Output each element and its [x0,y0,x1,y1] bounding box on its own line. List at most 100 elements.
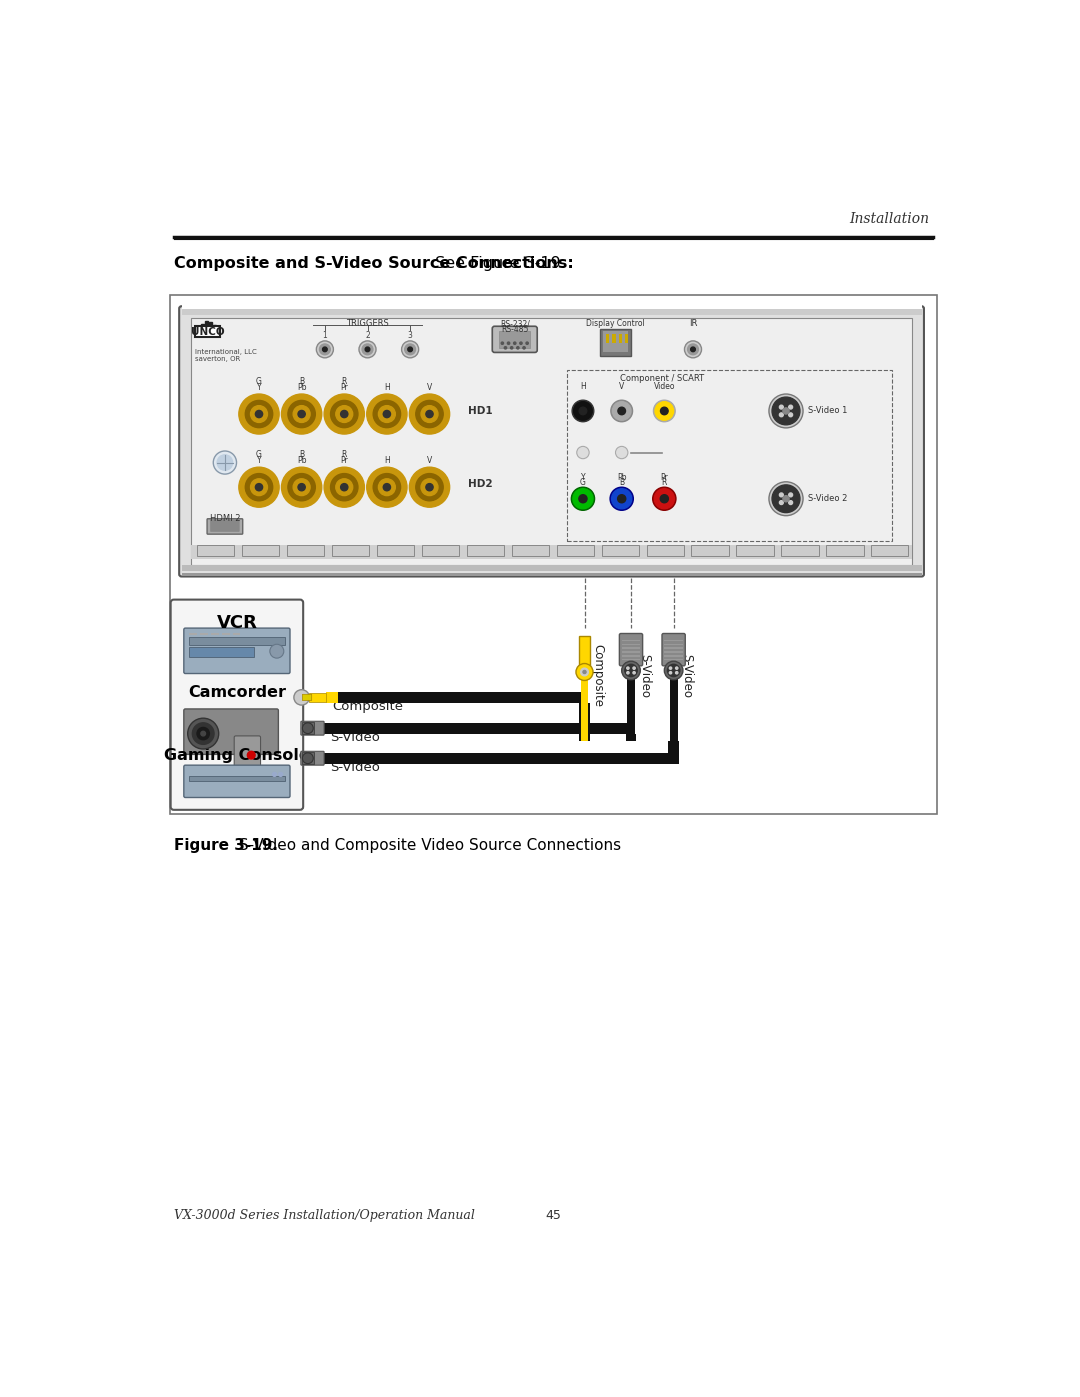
Text: V: V [427,457,432,465]
Circle shape [583,671,586,673]
Circle shape [523,346,525,349]
Circle shape [783,408,789,414]
FancyBboxPatch shape [211,520,240,531]
Bar [208,323,212,331]
Circle shape [416,474,443,500]
Circle shape [272,773,276,777]
Circle shape [611,400,633,422]
Bar [567,370,892,541]
Text: Composite: Composite [333,700,404,714]
Circle shape [282,467,322,507]
Bar [323,722,631,733]
Circle shape [320,344,330,355]
Circle shape [626,666,629,669]
Circle shape [213,451,237,474]
FancyBboxPatch shape [301,721,324,735]
Bar [189,637,284,645]
Text: S-Video: S-Video [638,654,651,698]
Bar [197,545,234,556]
FancyBboxPatch shape [301,752,324,766]
Text: G: G [256,450,262,460]
Circle shape [519,342,522,344]
Circle shape [330,401,357,427]
Bar [664,647,683,648]
Bar [579,636,590,666]
Bar [664,640,683,641]
Bar [622,651,640,652]
Circle shape [330,474,357,500]
Text: Y: Y [257,457,261,465]
Text: See Figure 3-19.: See Figure 3-19. [430,256,565,271]
Circle shape [293,479,310,496]
Text: B: B [619,478,624,488]
Text: Pr: Pr [340,457,348,465]
Text: S-Video and Composite Video Source Connections: S-Video and Composite Video Source Conne… [234,838,621,852]
Text: saverton, OR: saverton, OR [195,355,241,362]
Bar [606,334,609,344]
Text: Pb: Pb [617,472,626,482]
Circle shape [652,488,676,510]
Circle shape [576,664,593,680]
Circle shape [270,644,284,658]
Circle shape [508,342,510,344]
FancyBboxPatch shape [302,694,312,700]
Text: R: R [341,377,347,386]
Circle shape [780,405,783,409]
Bar [301,752,314,764]
Circle shape [573,402,592,420]
Bar [191,545,913,559]
Circle shape [302,753,313,764]
Bar [201,324,204,331]
Text: H: H [384,383,390,393]
FancyBboxPatch shape [492,327,537,352]
Bar [622,655,640,657]
Circle shape [633,672,635,673]
Circle shape [255,483,262,490]
Text: S-Video 1: S-Video 1 [808,407,847,415]
Bar [612,334,616,344]
Circle shape [780,493,783,497]
Circle shape [217,455,232,471]
Bar [622,647,640,648]
Circle shape [676,666,678,669]
Circle shape [780,500,783,504]
Bar [195,327,220,337]
Circle shape [622,661,640,680]
Circle shape [245,474,273,500]
Circle shape [788,414,793,416]
Text: VCR: VCR [216,615,257,633]
Bar [664,651,683,652]
Text: TRIGGERS: TRIGGERS [346,320,389,328]
Circle shape [772,397,800,425]
Circle shape [340,483,348,490]
Text: Component / SCART: Component / SCART [620,374,704,383]
Bar [602,545,638,556]
Circle shape [426,411,433,418]
Bar [625,334,627,344]
Circle shape [324,394,364,434]
Text: 1: 1 [323,331,327,339]
Bar [781,545,819,556]
Text: V: V [427,383,432,393]
Bar [216,327,219,331]
Circle shape [408,346,413,352]
Bar [189,633,197,636]
Bar [512,545,549,556]
Circle shape [626,672,629,673]
Bar [189,647,254,657]
Circle shape [618,495,625,503]
Circle shape [769,394,804,427]
Circle shape [421,479,438,496]
Bar [242,545,279,556]
Circle shape [616,447,627,458]
Circle shape [324,467,364,507]
Circle shape [625,665,637,676]
Text: RS-232/: RS-232/ [500,320,529,328]
Bar [581,666,589,742]
Text: Composite and S-Video Source Connections:: Composite and S-Video Source Connections… [174,256,573,271]
Circle shape [780,414,783,416]
Bar [332,545,369,556]
Bar [181,309,921,314]
Bar [664,659,683,661]
Text: R: R [662,478,667,488]
